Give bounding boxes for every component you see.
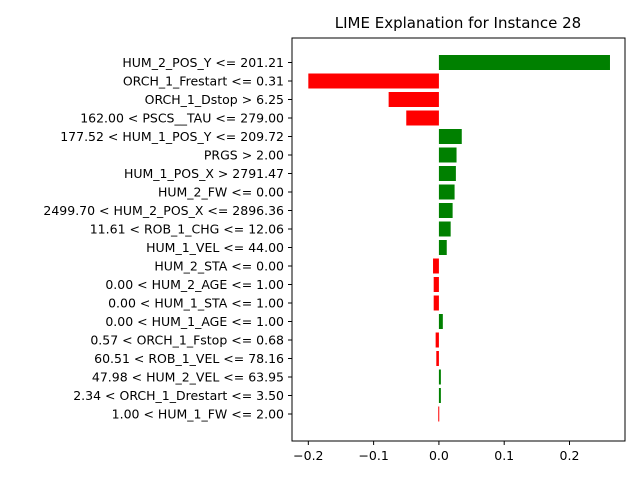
y-tick-label: 1.00 < HUM_1_FW <= 2.00: [112, 407, 284, 422]
x-tick-label: 0.1: [494, 448, 514, 463]
y-tick-label: 2.34 < ORCH_1_Drestart <= 3.50: [73, 388, 284, 403]
bar: [435, 332, 439, 348]
y-tick-label: ORCH_1_Frestart <= 0.31: [123, 74, 284, 89]
x-tick-label: −0.2: [293, 448, 323, 463]
y-tick-label: HUM_2_FW <= 0.00: [158, 185, 284, 200]
y-tick-label: 0.00 < HUM_1_STA <= 1.00: [108, 296, 284, 311]
bar: [433, 258, 439, 274]
bar: [438, 221, 451, 237]
y-tick-label: 177.52 < HUM_1_POS_Y <= 209.72: [60, 129, 284, 144]
bar: [438, 388, 441, 403]
bar: [438, 184, 455, 200]
y-tick-label: 2499.70 < HUM_2_POS_X <= 2896.36: [43, 203, 284, 218]
bar: [438, 369, 441, 385]
x-axis: −0.2 −0.1 0.0 0.1 0.2: [293, 441, 579, 463]
x-tick-label: 0.0: [429, 448, 449, 463]
x-tick-label: −0.1: [358, 448, 388, 463]
bar: [438, 166, 456, 181]
y-tick-label: 0.00 < HUM_1_AGE <= 1.00: [105, 314, 284, 329]
bar: [438, 55, 610, 70]
y-tick-label: HUM_1_VEL <= 44.00: [146, 240, 284, 255]
bar: [308, 73, 439, 89]
bar: [438, 406, 440, 422]
bar: [438, 314, 443, 329]
y-tick-label: HUM_2_STA <= 0.00: [154, 259, 284, 274]
y-tick-label: ORCH_1_Dstop > 6.25: [145, 92, 284, 107]
bar: [433, 277, 439, 292]
plot-frame: [291, 37, 626, 442]
y-tick-label: 60.51 < ROB_1_VEL <= 78.16: [94, 351, 284, 366]
bar: [436, 351, 439, 366]
y-tick-label: 11.61 < ROB_1_CHG <= 12.06: [90, 222, 284, 237]
chart-title: LIME Explanation for Instance 28: [335, 14, 581, 32]
bar: [406, 110, 439, 126]
bar: [388, 92, 439, 107]
bar: [433, 295, 439, 311]
y-tick-label: 47.98 < HUM_2_VEL <= 63.95: [92, 370, 284, 385]
y-tick-label: HUM_2_POS_Y <= 201.21: [122, 55, 284, 70]
y-tick-label: 0.00 < HUM_2_AGE <= 1.00: [105, 277, 284, 292]
bar: [438, 129, 462, 144]
y-tick-labels: HUM_2_POS_Y <= 201.21 ORCH_1_Frestart <= …: [43, 55, 292, 422]
x-tick-label: 0.2: [560, 448, 580, 463]
y-tick-label: HUM_1_POS_X > 2791.47: [124, 166, 284, 181]
y-tick-label: 162.00 < PSCS__TAU <= 279.00: [80, 111, 284, 126]
bar: [438, 147, 457, 163]
bar: [438, 240, 447, 255]
y-tick-label: PRGS > 2.00: [204, 148, 284, 163]
y-tick-label: 0.57 < ORCH_1_Fstop <= 0.68: [90, 333, 284, 348]
bars-group: [308, 55, 610, 422]
bar: [438, 203, 453, 218]
